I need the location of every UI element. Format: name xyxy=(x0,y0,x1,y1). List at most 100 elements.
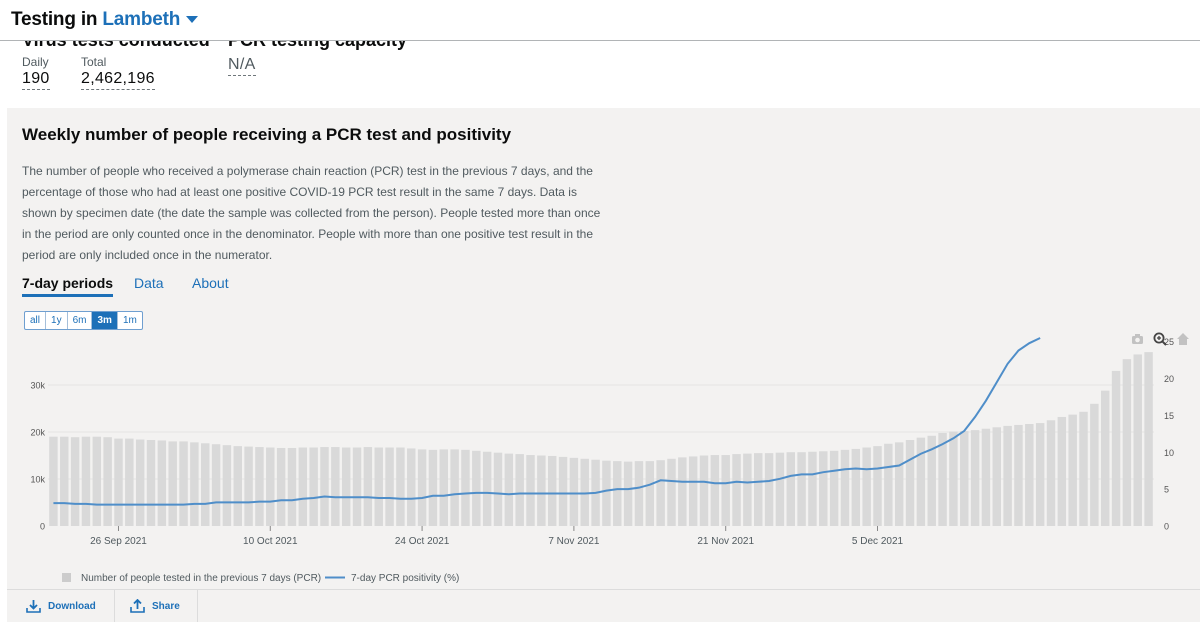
bar[interactable] xyxy=(938,432,947,526)
bar[interactable] xyxy=(732,454,741,526)
bar[interactable] xyxy=(179,441,188,526)
daily-value[interactable]: 190 xyxy=(22,70,50,90)
camera-icon[interactable] xyxy=(1132,334,1143,344)
bar[interactable] xyxy=(1090,403,1099,526)
bar[interactable] xyxy=(309,447,318,526)
bar[interactable] xyxy=(276,447,286,526)
range-1m-button[interactable]: 1m xyxy=(122,315,137,326)
bar[interactable] xyxy=(678,457,687,526)
range-all-button[interactable]: all xyxy=(25,312,47,329)
bar[interactable] xyxy=(255,447,264,526)
bar[interactable] xyxy=(201,443,210,526)
bar[interactable] xyxy=(49,436,58,526)
range-6m-button[interactable]: 6m xyxy=(68,312,93,329)
bar[interactable] xyxy=(862,447,871,526)
bar[interactable] xyxy=(537,455,546,527)
bar[interactable] xyxy=(602,460,611,526)
bar[interactable] xyxy=(1133,354,1142,526)
bar[interactable] xyxy=(960,431,969,526)
bar[interactable] xyxy=(222,445,232,526)
bar[interactable] xyxy=(320,447,329,526)
bar[interactable] xyxy=(613,461,622,526)
bar[interactable] xyxy=(743,453,752,526)
bar[interactable] xyxy=(190,442,199,526)
bar[interactable] xyxy=(808,451,817,526)
bar[interactable] xyxy=(623,461,633,526)
total-value[interactable]: 2,462,196 xyxy=(81,70,155,90)
bar[interactable] xyxy=(775,452,785,526)
bar[interactable] xyxy=(754,453,763,526)
bar[interactable] xyxy=(797,452,806,526)
bar[interactable] xyxy=(526,455,535,526)
bar[interactable] xyxy=(1122,359,1132,526)
bar[interactable] xyxy=(1144,352,1153,526)
bar[interactable] xyxy=(710,455,720,526)
bar[interactable] xyxy=(1057,416,1067,526)
bar[interactable] xyxy=(667,458,676,526)
bar[interactable] xyxy=(407,448,416,526)
bar[interactable] xyxy=(493,452,503,526)
bar[interactable] xyxy=(905,439,915,526)
bar[interactable] xyxy=(1014,424,1023,526)
bar[interactable] xyxy=(168,441,177,526)
tab-about[interactable]: About xyxy=(192,275,229,291)
bar[interactable] xyxy=(92,436,102,526)
bar[interactable] xyxy=(450,449,459,526)
zoom-icon[interactable] xyxy=(1153,332,1167,346)
bar[interactable] xyxy=(298,447,308,526)
bar[interactable] xyxy=(1079,411,1088,526)
chart[interactable]: 0 10k 20k 30k 0 5 10 15 20 25 26 Sep 2021 10 Oct … xyxy=(7,108,1200,621)
bar[interactable] xyxy=(233,446,242,526)
bar[interactable] xyxy=(70,437,80,526)
bar[interactable] xyxy=(157,440,167,526)
pcr-capacity-value[interactable]: N/A xyxy=(228,56,256,76)
bar[interactable] xyxy=(786,452,795,526)
bar[interactable] xyxy=(60,436,69,526)
bar[interactable] xyxy=(331,447,340,526)
bar[interactable] xyxy=(135,439,145,526)
area-selector[interactable]: Lambeth xyxy=(102,9,199,30)
bar[interactable] xyxy=(873,446,882,526)
bar[interactable] xyxy=(884,443,893,526)
bar[interactable] xyxy=(927,435,936,526)
bar[interactable] xyxy=(428,449,438,526)
bar[interactable] xyxy=(699,455,709,527)
bar[interactable] xyxy=(515,454,524,526)
bar[interactable] xyxy=(981,428,991,526)
bar[interactable] xyxy=(472,450,481,526)
bar[interactable] xyxy=(558,456,568,526)
download-button[interactable]: Download xyxy=(7,590,115,622)
bar[interactable] xyxy=(352,447,362,526)
bar[interactable] xyxy=(970,430,980,526)
bar[interactable] xyxy=(992,427,1002,526)
bar[interactable] xyxy=(244,446,253,526)
tab-data[interactable]: Data xyxy=(134,275,164,291)
bar[interactable] xyxy=(417,449,427,526)
bar[interactable] xyxy=(125,438,134,526)
bar[interactable] xyxy=(1046,420,1056,526)
bar[interactable] xyxy=(1035,423,1045,526)
bar[interactable] xyxy=(461,449,470,526)
bar[interactable] xyxy=(385,447,394,526)
bar[interactable] xyxy=(81,436,91,526)
bar[interactable] xyxy=(114,438,123,526)
range-3m-button[interactable]: 3m xyxy=(92,312,118,329)
bar[interactable] xyxy=(211,444,221,526)
tab-7-day-periods[interactable]: 7-day periods xyxy=(22,275,114,297)
bar[interactable] xyxy=(580,458,589,526)
bar[interactable] xyxy=(1003,425,1012,526)
bar[interactable] xyxy=(482,451,492,526)
bar[interactable] xyxy=(396,447,405,526)
home-icon[interactable] xyxy=(1177,333,1189,345)
bar[interactable] xyxy=(656,460,665,526)
bar[interactable] xyxy=(688,456,698,526)
bar[interactable] xyxy=(287,447,297,526)
bar[interactable] xyxy=(645,461,655,526)
bar[interactable] xyxy=(374,447,383,526)
bar[interactable] xyxy=(894,442,904,526)
bar[interactable] xyxy=(721,455,730,526)
bar[interactable] xyxy=(547,455,557,526)
bar[interactable] xyxy=(851,448,861,526)
bar[interactable] xyxy=(504,453,514,526)
bar[interactable] xyxy=(1025,424,1034,526)
